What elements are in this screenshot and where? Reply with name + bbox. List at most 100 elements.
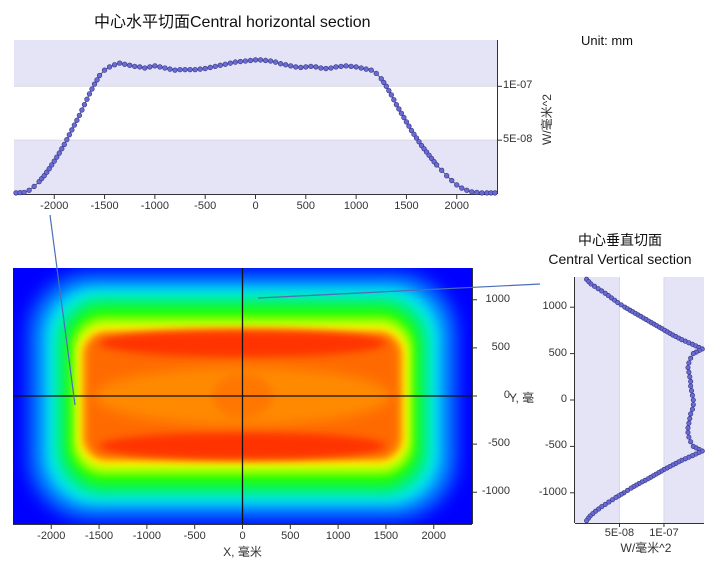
x-tick-label: 0 (239, 530, 246, 542)
x-tick-label: -2000 (37, 530, 66, 542)
vertical-section-title-cn: 中心垂直切面 (578, 232, 662, 248)
heatmap-axes (13, 268, 477, 529)
data-point (686, 369, 692, 375)
data-point (71, 122, 78, 128)
x-tick-label: 0 (252, 200, 259, 212)
data-point (308, 63, 314, 70)
data-point (167, 66, 173, 72)
data-point (152, 63, 158, 69)
data-point (94, 77, 100, 83)
data-point (338, 63, 344, 70)
data-point (687, 416, 693, 422)
data-point (46, 166, 52, 172)
y-tick-label: -1000 (481, 485, 510, 498)
data-point (333, 64, 339, 70)
x-axis-title: W/毫米^2 (620, 541, 672, 555)
data-point (459, 185, 465, 191)
data-point (628, 485, 634, 491)
data-point (348, 63, 354, 70)
data-point (69, 127, 75, 133)
data-point (358, 65, 364, 71)
data-point (247, 57, 254, 64)
data-point (51, 158, 57, 164)
data-point (688, 388, 695, 394)
data-point (624, 487, 631, 494)
x-tick-label: 1000 (325, 530, 351, 542)
y-tick-label: 1000 (485, 292, 510, 305)
data-point (595, 286, 601, 292)
data-point (86, 91, 93, 97)
data-point (207, 64, 213, 71)
data-point (386, 87, 392, 94)
data-point (44, 169, 50, 175)
data-point (74, 117, 80, 123)
data-point (323, 65, 329, 72)
unit-label: Unit: mm (581, 33, 633, 48)
data-point (584, 518, 590, 524)
vertical-section-title-en: Central Vertical section (548, 251, 692, 267)
data-point (202, 65, 208, 72)
data-point (401, 114, 407, 121)
data-point (343, 63, 349, 69)
data-point (237, 58, 244, 65)
data-point (59, 146, 65, 152)
data-point (303, 64, 309, 70)
x-tick-label: -1000 (132, 530, 161, 542)
irradiance-heatmap (13, 268, 472, 524)
data-point (257, 57, 264, 63)
data-point (101, 67, 108, 73)
data-point (142, 65, 148, 71)
x-tick-label: 1E-07 (649, 527, 679, 539)
data-point (613, 494, 619, 500)
data-point (89, 86, 95, 92)
x-tick-label: 2000 (421, 530, 446, 542)
data-point (433, 162, 440, 168)
data-point (288, 63, 294, 69)
data-point (378, 76, 384, 82)
data-point (49, 162, 55, 168)
y-axis-title: W/毫米^2 (540, 94, 554, 145)
data-point (391, 97, 397, 103)
data-point (137, 64, 143, 70)
data-point (298, 64, 304, 71)
data-point (602, 501, 608, 507)
data-point (474, 189, 480, 196)
leader-line-horizontal-section (49, 214, 76, 406)
y-tick-label: 500 (548, 346, 567, 359)
data-point (91, 81, 98, 87)
data-point (388, 92, 394, 98)
data-point (615, 300, 621, 306)
x-tick-label: -1000 (140, 200, 169, 212)
data-point (398, 110, 405, 116)
data-point (192, 66, 198, 73)
data-point (609, 497, 615, 503)
data-point (381, 79, 387, 86)
data-point (492, 190, 498, 196)
data-point (406, 123, 412, 129)
horizontal-profile-chart (13, 40, 502, 199)
data-point (272, 59, 279, 65)
data-point (686, 420, 692, 426)
data-point (688, 383, 694, 389)
data-point (689, 392, 695, 398)
data-point (232, 59, 239, 65)
data-point (328, 65, 334, 71)
data-point (222, 61, 228, 67)
data-point (187, 66, 193, 73)
data-point (157, 64, 163, 70)
data-point (688, 439, 694, 445)
plot-band (663, 277, 704, 523)
data-point (599, 288, 605, 294)
data-point (588, 281, 594, 287)
data-point (449, 177, 455, 184)
data-point (373, 70, 379, 77)
data-point (122, 61, 128, 67)
plot-band (14, 140, 497, 194)
data-point (21, 189, 27, 196)
data-point (464, 187, 470, 193)
data-point (217, 62, 223, 68)
data-point (689, 406, 695, 412)
x-tick-label: 500 (281, 530, 300, 542)
x-tick-label: -1500 (90, 200, 119, 212)
data-point (41, 173, 47, 179)
